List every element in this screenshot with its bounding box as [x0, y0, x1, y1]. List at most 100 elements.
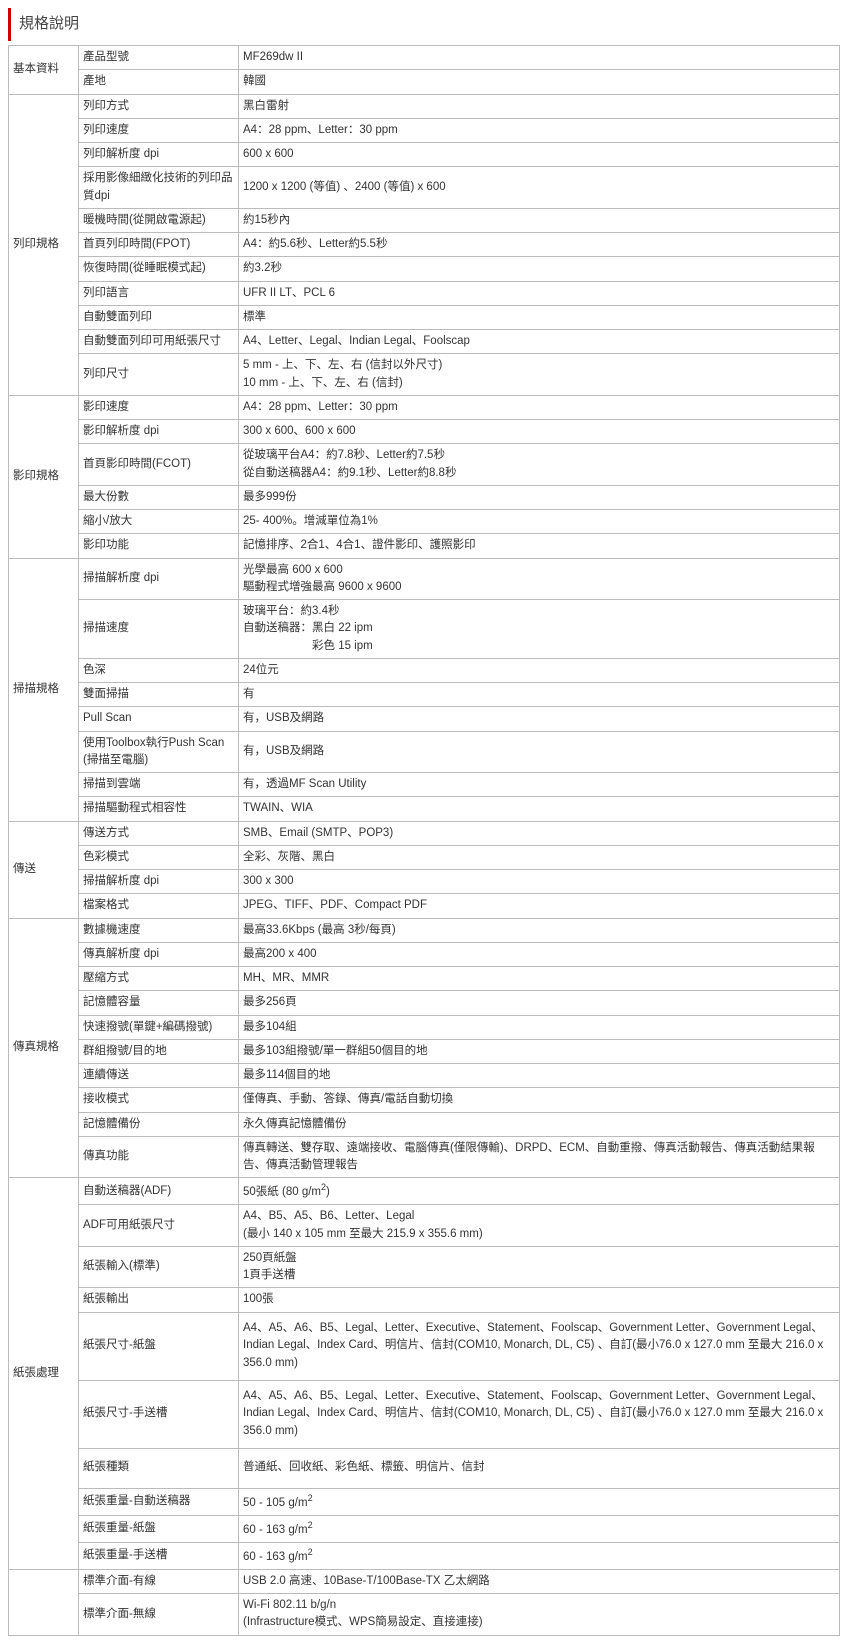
spec-label: 記憶體備份 [79, 1112, 239, 1136]
spec-label: 列印語言 [79, 281, 239, 305]
spec-value: 最多999份 [239, 485, 840, 509]
category-cell: 列印規格 [9, 94, 79, 395]
spec-value: MH、MR、MMR [239, 967, 840, 991]
spec-label: 雙面掃描 [79, 683, 239, 707]
category-cell: 影印規格 [9, 395, 79, 558]
spec-label: 列印尺寸 [79, 354, 239, 396]
spec-label: ADF可用紙張尺寸 [79, 1205, 239, 1247]
spec-label: 影印速度 [79, 395, 239, 419]
spec-label: 自動雙面列印 [79, 305, 239, 329]
spec-label: 紙張重量-自動送稿器 [79, 1488, 239, 1515]
spec-value: 從玻璃平台A4：約7.8秒、Letter約7.5秒從自動送稿器A4：約9.1秒、… [239, 444, 840, 486]
spec-label: 掃描速度 [79, 600, 239, 659]
spec-label: 紙張重量-紙盤 [79, 1515, 239, 1542]
spec-value: 最高200 x 400 [239, 942, 840, 966]
spec-label: 產地 [79, 70, 239, 94]
spec-value: 約3.2秒 [239, 257, 840, 281]
spec-value: 100張 [239, 1288, 840, 1312]
spec-label: 色深 [79, 658, 239, 682]
spec-value: 25- 400%。增減單位為1% [239, 510, 840, 534]
spec-value: 60 - 163 g/m2 [239, 1515, 840, 1542]
spec-value: 記憶排序、2合1、4合1、證件影印、護照影印 [239, 534, 840, 558]
spec-label: 列印解析度 dpi [79, 143, 239, 167]
spec-value: A4：28 ppm、Letter：30 ppm [239, 118, 840, 142]
spec-label: 影印功能 [79, 534, 239, 558]
spec-value: 50張紙 (80 g/m2) [239, 1178, 840, 1205]
spec-value: 24位元 [239, 658, 840, 682]
spec-value: USB 2.0 高速、10Base-T/100Base-TX 乙太網路 [239, 1569, 840, 1593]
spec-label: 紙張重量-手送槽 [79, 1542, 239, 1569]
spec-value: 600 x 600 [239, 143, 840, 167]
category-cell: 紙張處理 [9, 1178, 79, 1570]
spec-value: A4：28 ppm、Letter：30 ppm [239, 395, 840, 419]
spec-value: TWAIN、WIA [239, 797, 840, 821]
spec-value: 韓國 [239, 70, 840, 94]
spec-label: 使用Toolbox執行Push Scan (掃描至電腦) [79, 731, 239, 773]
spec-value: A4：約5.6秒、Letter約5.5秒 [239, 233, 840, 257]
spec-label: 恢復時間(從睡眠模式起) [79, 257, 239, 281]
spec-value: 1200 x 1200 (等值) 、2400 (等值) x 600 [239, 167, 840, 209]
category-cell [9, 1569, 79, 1635]
spec-value: 最高33.6Kbps (最高 3秒/每頁) [239, 918, 840, 942]
spec-label: 傳真解析度 dpi [79, 942, 239, 966]
spec-value: 有，USB及網路 [239, 707, 840, 731]
spec-label: 標準介面-有線 [79, 1569, 239, 1593]
spec-value: 全彩、灰階、黑白 [239, 845, 840, 869]
spec-label: 掃描驅動程式相容性 [79, 797, 239, 821]
spec-value: 250頁紙盤1頁手送槽 [239, 1246, 840, 1288]
spec-label: 色彩模式 [79, 845, 239, 869]
spec-label: 採用影像細緻化技術的列印品質dpi [79, 167, 239, 209]
spec-label: 最大份數 [79, 485, 239, 509]
section-title: 規格說明 [8, 8, 840, 41]
spec-label: 掃描到雲端 [79, 773, 239, 797]
spec-value: 黑白雷射 [239, 94, 840, 118]
spec-value: A4、A5、A6、B5、Legal、Letter、Executive、State… [239, 1312, 840, 1380]
spec-label: 傳送方式 [79, 821, 239, 845]
spec-value: 標準 [239, 305, 840, 329]
spec-label: Pull Scan [79, 707, 239, 731]
spec-label: 暖機時間(從開啟電源起) [79, 208, 239, 232]
spec-label: 壓縮方式 [79, 967, 239, 991]
spec-label: 自動送稿器(ADF) [79, 1178, 239, 1205]
spec-value: 傳真轉送、雙存取、遠端接收、電腦傳真(僅限傳輸)、DRPD、ECM、自動重撥、傳… [239, 1136, 840, 1178]
spec-label: 紙張輸入(標準) [79, 1246, 239, 1288]
spec-value: MF269dw II [239, 46, 840, 70]
spec-value: 玻璃平台：約3.4秒自動送稿器：黑白 22 ipm 彩色 15 ipm [239, 600, 840, 659]
spec-value: UFR II LT、PCL 6 [239, 281, 840, 305]
spec-label: 產品型號 [79, 46, 239, 70]
spec-label: 列印速度 [79, 118, 239, 142]
spec-table: 基本資料產品型號MF269dw II產地韓國列印規格列印方式黑白雷射列印速度A4… [8, 45, 840, 1636]
category-cell: 傳送 [9, 821, 79, 918]
spec-value: 有，USB及網路 [239, 731, 840, 773]
spec-label: 群組撥號/目的地 [79, 1039, 239, 1063]
category-cell: 掃描規格 [9, 558, 79, 821]
spec-value: 僅傳真、手動、答錄、傳真/電話自動切換 [239, 1088, 840, 1112]
spec-value: A4、Letter、Legal、Indian Legal、Foolscap [239, 330, 840, 354]
spec-value: 普通紙、回收紙、彩色紙、標籤、明信片、信封 [239, 1448, 840, 1488]
spec-label: 連續傳送 [79, 1064, 239, 1088]
spec-label: 列印方式 [79, 94, 239, 118]
spec-label: 數據機速度 [79, 918, 239, 942]
spec-label: 掃描解析度 dpi [79, 558, 239, 600]
spec-value: 60 - 163 g/m2 [239, 1542, 840, 1569]
spec-label: 記憶體容量 [79, 991, 239, 1015]
spec-value: 永久傳真記憶體備份 [239, 1112, 840, 1136]
spec-value: 最多114個目的地 [239, 1064, 840, 1088]
spec-value: 有 [239, 683, 840, 707]
spec-label: 檔案格式 [79, 894, 239, 918]
spec-label: 紙張種類 [79, 1448, 239, 1488]
category-cell: 傳真規格 [9, 918, 79, 1178]
spec-value: A4、B5、A5、B6、Letter、Legal(最小 140 x 105 mm… [239, 1205, 840, 1247]
spec-value: 5 mm - 上、下、左、右 (信封以外尺寸)10 mm - 上、下、左、右 (… [239, 354, 840, 396]
spec-value: 50 - 105 g/m2 [239, 1488, 840, 1515]
category-cell: 基本資料 [9, 46, 79, 95]
spec-value: 最多256頁 [239, 991, 840, 1015]
spec-label: 接收模式 [79, 1088, 239, 1112]
spec-value: Wi-Fi 802.11 b/g/n(Infrastructure模式、WPS簡… [239, 1594, 840, 1636]
spec-value: 300 x 600、600 x 600 [239, 420, 840, 444]
spec-label: 傳真功能 [79, 1136, 239, 1178]
spec-label: 標準介面-無線 [79, 1594, 239, 1636]
spec-label: 快速撥號(單鍵+編碼撥號) [79, 1015, 239, 1039]
spec-label: 首頁列印時間(FPOT) [79, 233, 239, 257]
spec-value: 最多103組撥號/單一群組50個目的地 [239, 1039, 840, 1063]
